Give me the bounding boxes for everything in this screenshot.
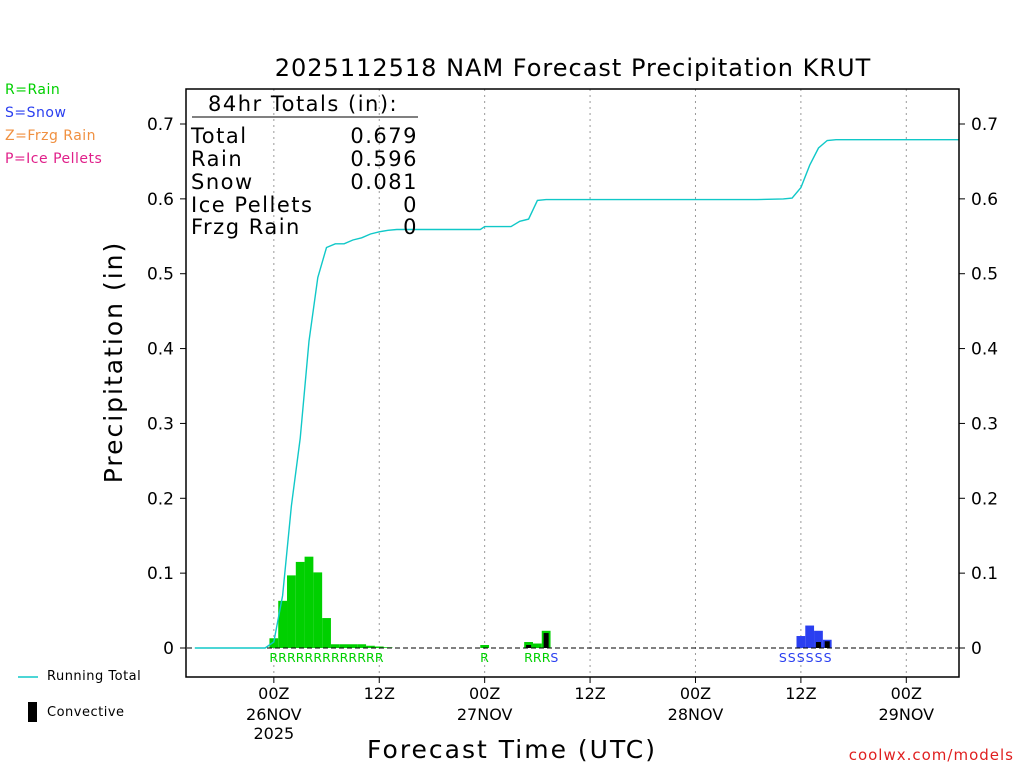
precip-type-labels: RRRRRRRR RRRRR R RRR S SSSSSS [269, 650, 831, 665]
precip-bar-3 [295, 561, 305, 648]
x-tick-year-0: 2025 [253, 724, 294, 743]
precip-bar-0 [269, 638, 279, 648]
totals-label-ice-pellets: Ice Pellets [191, 193, 313, 217]
y-tick-label-left-4: 0.4 [147, 340, 174, 360]
precip-bar-10 [357, 644, 367, 648]
y-tick-label-right-2: 0.2 [971, 489, 998, 509]
x-tick-date-2: 27NOV [457, 705, 513, 724]
y-tick-label-left-5: 0.5 [147, 265, 174, 285]
precip-bars [269, 556, 832, 648]
totals-label-total: Total [190, 124, 248, 148]
y-tick-label-left-2: 0.2 [147, 489, 174, 509]
x-tick-date-6: 29NOV [878, 705, 934, 724]
plot-frame [185, 88, 960, 678]
legend-snow: S=Snow [5, 105, 67, 121]
precip-bar-1 [278, 600, 288, 648]
x-axis-label: Forecast Time (UTC) [367, 735, 657, 764]
x-tick-label-2: 00Z [469, 684, 500, 703]
totals-value-frzg-rain: 0 [403, 215, 418, 239]
y-tick-label-right-6: 0.6 [971, 190, 998, 210]
legend-rain: R=Rain [5, 82, 61, 98]
x-tick-label-6: 00Z [891, 684, 922, 703]
convective-bar-2 [815, 642, 821, 648]
y-tick-label-left-1: 0.1 [147, 564, 174, 584]
precip-bar-2 [287, 575, 296, 648]
y-axis-label: Precipitation (in) [99, 241, 128, 484]
x-tick-label-1: 12Z [364, 684, 395, 703]
y-axis-ticks: 0 00.1 0.10.2 0.20.3 0.30.4 0.40.5 0.50.6 0.60.… [147, 115, 998, 659]
totals-box: 84hr Totals (in): Total 0.679 Rain 0.596… [190, 92, 418, 239]
precip-bar-19 [805, 625, 815, 648]
x-tick-label-5: 12Z [785, 684, 816, 703]
precip-bar-4 [304, 556, 314, 648]
y-tick-label-left-0: 0 [163, 639, 174, 659]
totals-value-rain: 0.596 [350, 147, 418, 171]
y-tick-label-right-7: 0.7 [971, 115, 998, 135]
y-tick-label-right-5: 0.5 [971, 265, 998, 285]
totals-label-snow: Snow [191, 170, 254, 194]
precip-bar-5 [313, 572, 323, 648]
precip-type-snow-run-2: SSSSSS [779, 650, 832, 665]
y-tick-label-left-7: 0.7 [147, 115, 174, 135]
running-total-line [194, 138, 959, 649]
precip-bar-11 [366, 645, 375, 648]
totals-value-ice-pellets: 0 [403, 193, 418, 217]
precip-bar-12 [374, 646, 384, 648]
precip-type-rain-run-3: R [480, 650, 489, 665]
y-tick-label-left-3: 0.3 [147, 414, 174, 434]
y-tick-label-right-1: 0.1 [971, 564, 998, 584]
legend-ice-pellets: P=Ice Pellets [5, 151, 103, 167]
legend-frzg-rain: Z=Frzg Rain [5, 128, 97, 144]
convective-bar-1 [543, 633, 549, 648]
x-tick-label-3: 12Z [574, 684, 605, 703]
precip-bar-16 [532, 643, 542, 648]
convective-bar-0 [526, 645, 532, 648]
precip-type-rain-run-4: RRR [524, 650, 551, 665]
y-tick-label-right-4: 0.4 [971, 340, 998, 360]
chart-title: 2025112518 NAM Forecast Precipitation KR… [275, 54, 872, 82]
y-tick-label-right-3: 0.3 [971, 414, 998, 434]
convective-legend-label: Convective [47, 705, 125, 720]
y-tick-label-right-0: 0 [971, 639, 982, 659]
totals-value-snow: 0.081 [350, 170, 418, 194]
precip-bar-14 [480, 645, 490, 648]
credit-link[interactable]: coolwx.com/models [848, 746, 1014, 764]
totals-label-frzg-rain: Frzg Rain [191, 215, 301, 239]
totals-value-total: 0.679 [350, 124, 418, 148]
running-total-legend-label: Running Total [47, 669, 142, 684]
y-tick-label-left-6: 0.6 [147, 190, 174, 210]
convective-legend-swatch [28, 702, 37, 722]
x-tick-date-0: 26NOV [246, 705, 302, 724]
precip-bar-20 [814, 630, 823, 648]
convective-bar-3 [824, 641, 830, 648]
x-tick-label-0: 00Z [258, 684, 289, 703]
totals-heading: 84hr Totals (in): [208, 92, 398, 116]
precip-type-rain-run-1: RRRRRRRR [269, 650, 340, 665]
precip-bar-18 [796, 636, 806, 648]
precip-type-rain-run-2: RRRRR [340, 650, 384, 665]
grid-lines [273, 89, 907, 677]
convective-bars [526, 633, 830, 648]
x-tick-date-4: 28NOV [668, 705, 724, 724]
x-tick-label-4: 00Z [680, 684, 711, 703]
precip-type-snow-run-1: S [550, 650, 558, 665]
precip-bar-8 [339, 644, 349, 648]
totals-label-rain: Rain [191, 147, 243, 171]
precip-bar-9 [348, 644, 358, 648]
precip-type-legend: R=Rain S=Snow Z=Frzg Rain P=Ice Pellets [5, 82, 102, 174]
precip-bar-6 [322, 618, 331, 648]
precip-bar-7 [330, 644, 340, 648]
